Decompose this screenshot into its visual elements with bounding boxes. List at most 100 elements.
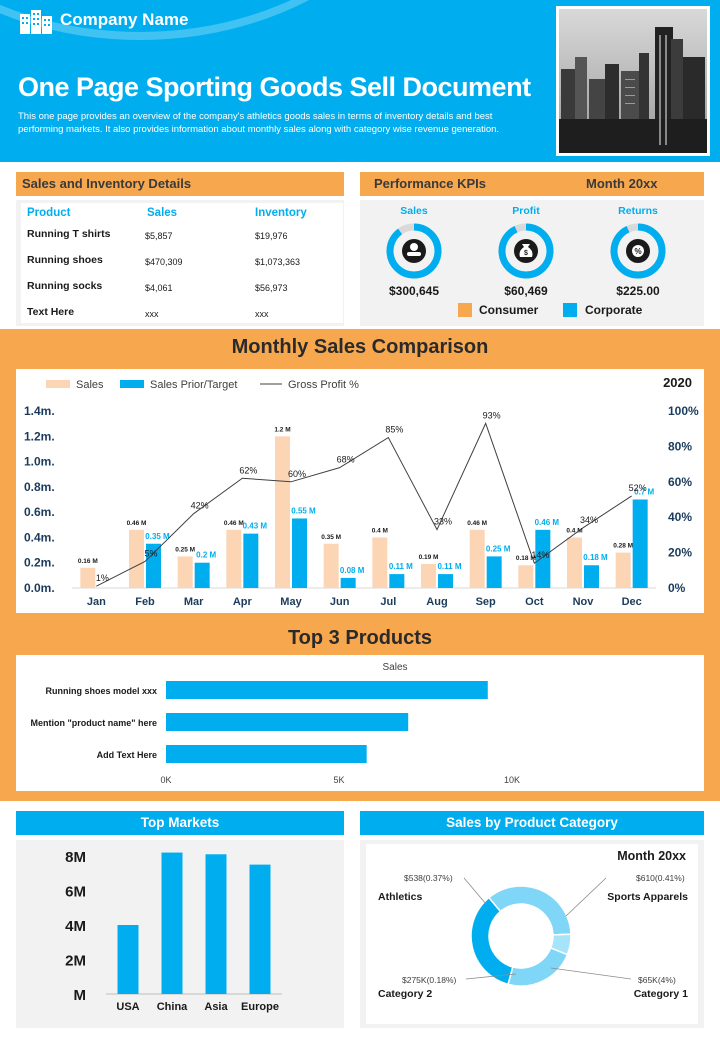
data-label-sales: 0.46 M — [127, 520, 147, 527]
slice-value-label: $65K(4%) — [638, 975, 676, 985]
monthly-sales-title: Monthly Sales Comparison — [231, 336, 489, 358]
data-label-target: 0.08 M — [340, 566, 365, 575]
data-label-sales: 0.28 M — [613, 543, 633, 550]
bar-sales — [372, 537, 388, 588]
bar-sales — [80, 567, 96, 588]
sales-inventory-table: Product Sales Inventory Running T shirts… — [21, 203, 343, 323]
leader-line — [465, 973, 517, 980]
donut-slice — [507, 947, 569, 987]
bar-sales — [323, 543, 339, 588]
x-tick-label: Mar — [184, 596, 204, 608]
table-row-inventory: $56,973 — [255, 283, 288, 293]
data-label-sales: 0.46 M — [467, 520, 487, 527]
y-tick-label: 2M — [65, 953, 86, 970]
legend-label-target: Sales Prior/Target — [150, 379, 237, 391]
y2-tick-label: 60% — [668, 475, 692, 489]
product-category-label: Add Text Here — [97, 750, 157, 760]
legend-label-corporate: Corporate — [585, 303, 643, 317]
market-bar — [161, 852, 183, 994]
slice-name-label: Category 1 — [634, 988, 688, 1000]
top-markets-panel: M 2M 4M 6M 8M USA China Asia Europe — [16, 840, 344, 1028]
y-tick-label: 0.6m. — [24, 505, 55, 519]
bar-target — [584, 565, 599, 588]
x-tick-label: May — [280, 596, 302, 608]
slice-value-label: $538(0.37%) — [404, 873, 453, 883]
kpi-value-sales: $300,645 — [388, 284, 440, 298]
kpi-value-profit: $60,469 — [504, 284, 548, 298]
x-tick-label: Sep — [476, 596, 496, 608]
bar-target — [194, 562, 210, 588]
product-bar — [166, 681, 488, 699]
bar-target — [389, 574, 405, 588]
x-tick-label: Apr — [233, 596, 253, 608]
bar-sales — [518, 565, 534, 588]
data-label-gross-profit: 68% — [337, 455, 355, 465]
y2-tick-label: 40% — [668, 510, 692, 524]
x-tick-label: 5K — [333, 775, 344, 785]
legend-swatch-sales — [46, 380, 70, 388]
table-row-product: Text Here — [27, 306, 75, 318]
bar-target — [535, 529, 551, 588]
top-markets-header: Top Markets — [16, 811, 344, 835]
data-label-sales: 0.19 M — [419, 554, 439, 561]
percent-icon: % — [632, 245, 644, 257]
hand-money-icon — [407, 243, 421, 256]
bar-target — [243, 533, 259, 588]
kpi-header-month: Month 20xx — [586, 176, 658, 191]
data-label-target: 0.35 M — [145, 532, 170, 541]
page-title: One Page Sporting Goods Sell Document — [18, 72, 531, 102]
legend-label-sales: Sales — [76, 379, 104, 391]
kpi-label-returns: Returns — [618, 205, 658, 217]
top-markets-chart: M 2M 4M 6M 8M USA China Asia Europe — [65, 849, 282, 1013]
data-label-gross-profit: 60% — [288, 469, 306, 479]
table-row-sales: $470,309 — [145, 257, 183, 267]
x-tick-label: Jan — [87, 596, 106, 608]
data-label-target: 0.46 M — [535, 518, 560, 527]
top-products-panel: Sales Running shoes model xxx Mention "pr… — [16, 655, 704, 791]
y2-tick-label: 0% — [668, 581, 686, 595]
data-label-target: 0.7 M — [634, 488, 654, 497]
kpi-panel — [360, 200, 704, 326]
kpi-label-sales: Sales — [400, 205, 428, 217]
leader-line — [565, 877, 607, 917]
legend-swatch-target — [120, 380, 144, 388]
table-row-inventory: xxx — [255, 309, 269, 319]
data-label-gross-profit: 62% — [239, 465, 257, 475]
bar-target — [292, 518, 307, 588]
table-row-inventory: $1,073,363 — [255, 257, 301, 267]
x-tick-label: Europe — [241, 1001, 279, 1013]
company-name: Company Name — [60, 10, 189, 29]
legend-swatch-consumer — [458, 303, 472, 317]
bar-target — [438, 574, 453, 588]
x-tick-label: Asia — [204, 1001, 228, 1013]
bar-sales — [421, 563, 436, 588]
bar-sales — [177, 556, 193, 588]
x-tick-label: 0K — [160, 775, 171, 785]
top-products-title: Top 3 Products — [287, 627, 433, 649]
data-label-target: 0.43 M — [243, 522, 268, 531]
svg-text:%: % — [634, 247, 641, 256]
x-tick-label: Aug — [426, 596, 447, 608]
intro-paragraph: This one page provides an overview of th… — [18, 111, 500, 135]
monthly-chart-panel: Sales Sales Prior/Target Gross Profit % … — [16, 369, 704, 613]
donut-slice — [470, 896, 514, 986]
data-label-target: 0.2 M — [196, 551, 216, 560]
data-label-target: 0.25 M — [486, 544, 511, 553]
bar-target — [486, 556, 502, 588]
city-photo — [556, 6, 710, 156]
products-chart-title: Sales — [382, 662, 407, 673]
y-tick-label: 1.0m. — [24, 455, 55, 469]
data-label-target: 0.11 M — [437, 562, 461, 571]
y-tick-label: 0.2m. — [24, 556, 55, 570]
x-tick-label: 10K — [504, 775, 520, 785]
data-label-gross-profit: 85% — [385, 425, 403, 435]
x-tick-label: Nov — [573, 596, 595, 608]
product-bar — [166, 745, 367, 763]
data-label-gross-profit: 14% — [531, 550, 549, 560]
x-tick-label: Feb — [135, 596, 155, 608]
y2-tick-label: 100% — [668, 404, 699, 418]
table-row-sales: $5,857 — [145, 231, 173, 241]
y-tick-label: 1.2m. — [24, 429, 55, 443]
data-label-gross-profit: 42% — [191, 501, 209, 511]
y2-tick-label: 80% — [668, 439, 692, 453]
